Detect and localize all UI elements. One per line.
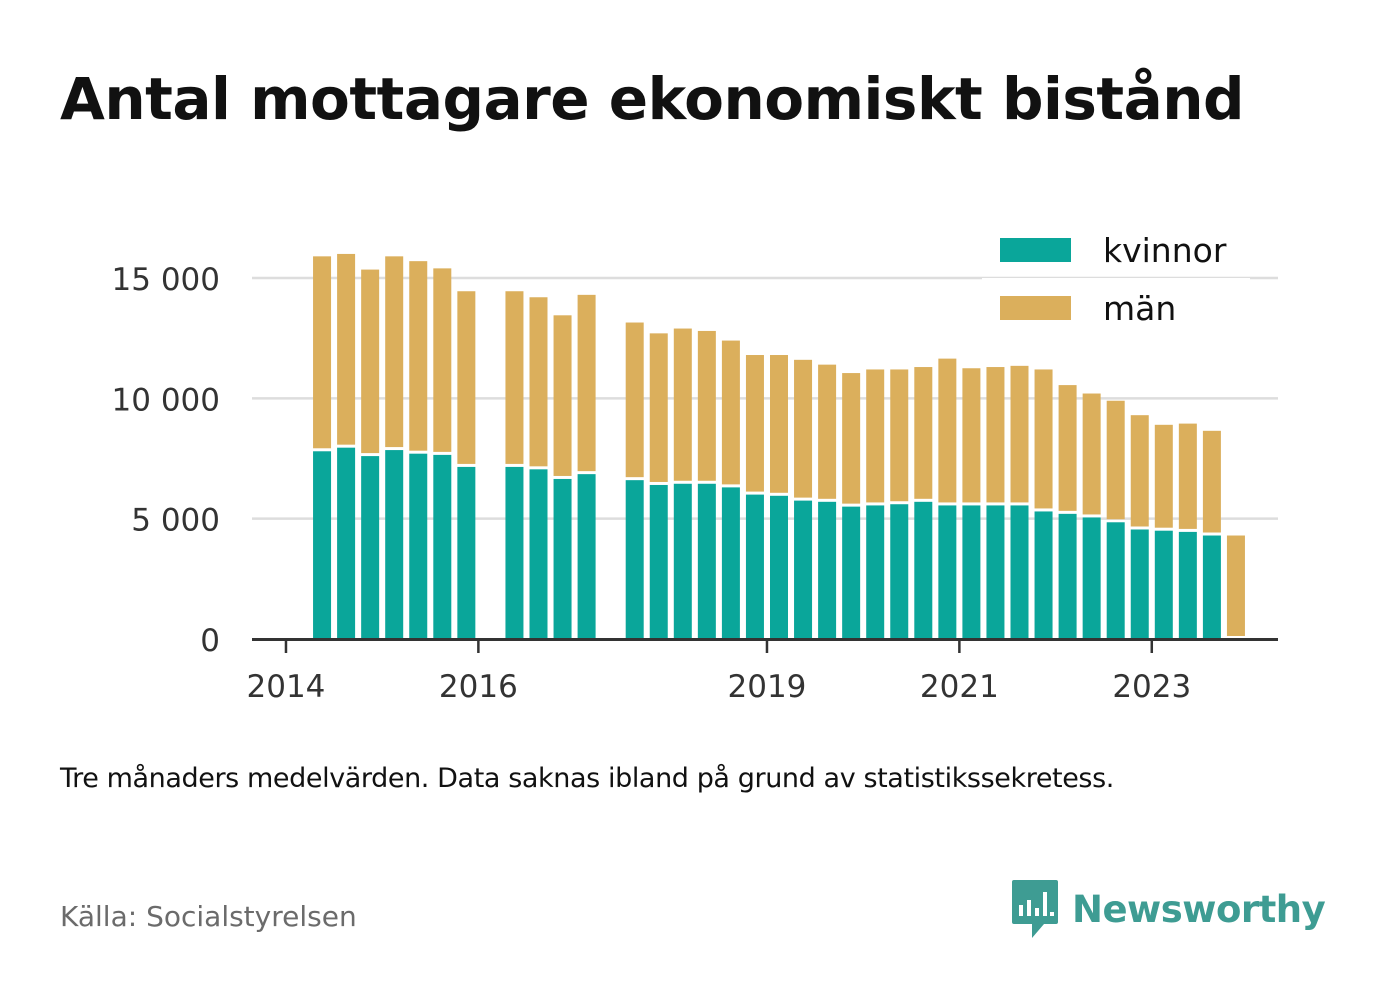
bar-man [1178,423,1197,529]
bar-kvinnor [649,484,668,639]
legend-swatch-kvinnor [1000,238,1071,262]
bar-kvinnor [745,494,764,639]
brand-name: Newsworthy [1072,887,1326,931]
bar-kvinnor [962,505,981,639]
bar-kvinnor [890,504,909,639]
bar-kvinnor [770,495,788,639]
bar-man [337,253,356,445]
bar-kvinnor [1106,522,1125,639]
bar-kvinnor [505,466,524,639]
y-tick-label: 0 [200,623,220,659]
bar-man [361,269,380,454]
bar-kvinnor [1082,517,1101,639]
bar-kvinnor [842,506,861,639]
bar-man [649,333,668,482]
bar-kvinnor [577,474,596,639]
bar-kvinnor [529,469,548,639]
bar-man [1226,535,1245,636]
bar-kvinnor [1130,529,1149,639]
y-tick-label: 10 000 [112,382,220,418]
bar-kvinnor [721,487,740,639]
bar-kvinnor [866,505,885,639]
brand-logo: Newsworthy [1010,878,1326,940]
bar-man [385,256,404,448]
bar-man [505,291,524,464]
bar-man [938,358,957,503]
bar-kvinnor [1202,535,1221,639]
bar-man [721,340,740,485]
bar-man [1082,393,1101,515]
bar-man [745,355,764,492]
bars [313,253,1245,639]
bar-man [1106,400,1125,520]
bar-kvinnor [1154,530,1173,639]
bar-man [673,328,692,481]
bar-kvinnor [1034,511,1053,639]
bar-man [697,330,716,481]
bar-man [962,368,981,503]
newsworthy-logo-icon [1012,880,1058,938]
y-axis: 0 5 000 10 000 15 000 [112,262,220,659]
legend-swatch-man [1000,296,1071,320]
x-tick-label: 2016 [439,669,518,705]
legend: kvinnor män [982,224,1250,334]
chart-title: Antal mottagare ekonomiskt bistånd [60,65,1245,133]
bar-man [1010,365,1029,503]
bar-kvinnor [409,453,428,639]
bar-man [553,315,572,476]
bar-man [842,373,861,504]
bar-kvinnor [818,501,837,639]
bar-man [890,369,909,502]
bar-man [1034,369,1053,509]
bar-kvinnor [313,451,332,639]
bar-man [1130,415,1149,527]
x-tick-label: 2019 [728,669,807,705]
bar-man [457,291,476,464]
bar-man [914,367,933,499]
y-tick-label: 15 000 [112,262,220,298]
bar-kvinnor [361,456,380,639]
legend-label-man: män [1103,289,1176,328]
bar-man [433,268,452,452]
x-tick-label: 2014 [247,669,326,705]
x-tick-label: 2023 [1112,669,1191,705]
bar-man [1202,430,1221,533]
bar-man [1154,424,1173,528]
bar-man [866,369,885,503]
bar-man [986,367,1005,503]
bar-kvinnor [553,478,572,639]
bar-kvinnor [673,483,692,639]
bar-kvinnor [433,454,452,639]
source-label: Källa: Socialstyrelsen [60,900,357,933]
chart-note: Tre månaders medelvärden. Data saknas ib… [60,763,1114,794]
x-axis: 2014 2016 2019 2021 2023 [247,638,1278,705]
bar-man [577,294,596,472]
legend-label-kvinnor: kvinnor [1103,231,1227,270]
bar-man [818,364,837,499]
bar-man [794,359,813,498]
bar-kvinnor [457,466,476,639]
bar-kvinnor [794,500,813,639]
bar-man [625,322,644,478]
bar-kvinnor [697,483,716,639]
x-tick-label: 2021 [920,669,999,705]
bar-kvinnor [986,505,1005,639]
bar-man [529,297,548,467]
y-tick-label: 5 000 [131,503,220,539]
bar-kvinnor [938,505,957,639]
bar-kvinnor [625,480,644,639]
bar-man [770,355,788,493]
bar-kvinnor [337,447,356,639]
bar-man [409,261,428,451]
bar-man [1058,385,1077,511]
bar-kvinnor [1010,505,1029,639]
bar-kvinnor [385,450,404,639]
bar-man [313,256,332,449]
bar-kvinnor [914,501,933,639]
bar-kvinnor [1058,513,1077,639]
bar-kvinnor [1178,531,1197,639]
